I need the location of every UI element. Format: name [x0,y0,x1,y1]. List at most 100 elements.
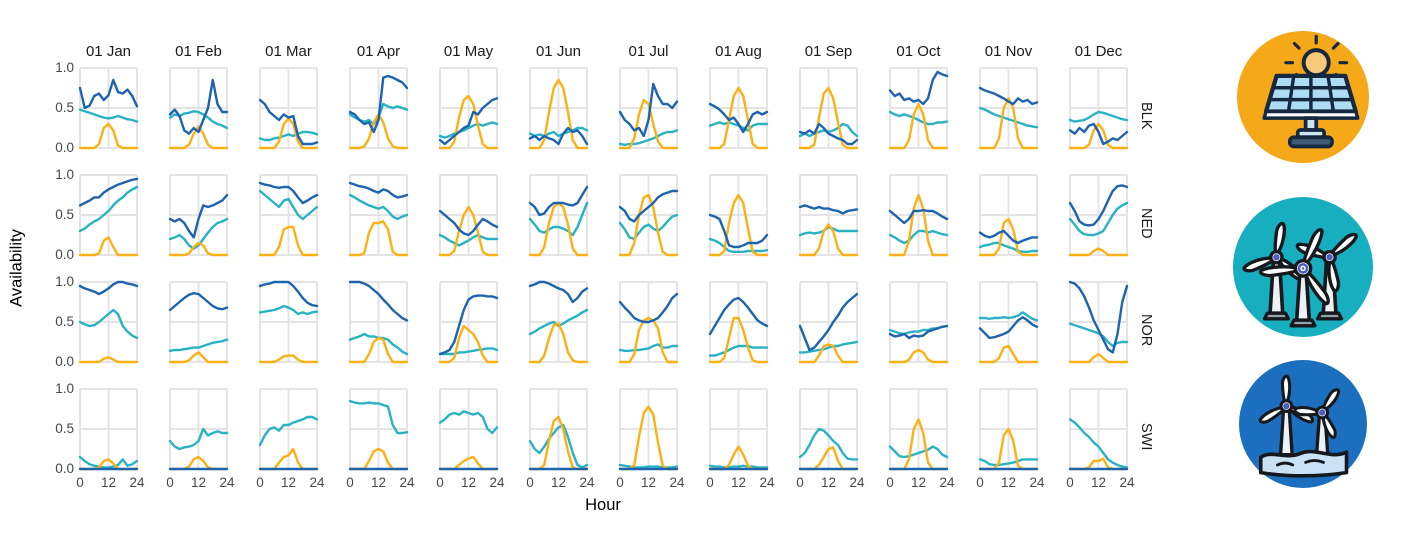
x-tick-label: 12 [370,475,387,490]
chart-panel-ned-7 [618,174,679,257]
facet-title-01-aug: 01 Aug [715,43,762,60]
chart-panel-ned-11 [978,174,1039,257]
chart-panel-blk-2 [168,67,229,150]
chart-panel-blk-4 [348,67,409,150]
chart-panel-nor-7 [618,281,679,364]
facet-row-label-blk: BLK [1138,102,1154,130]
x-tick-label: 0 [616,475,624,490]
chart-panel-blk-11 [978,67,1039,150]
x-tick-label: 24 [309,475,325,490]
facet-title-01-oct: 01 Oct [896,43,941,60]
chart-panel-nor-1 [78,280,139,364]
x-tick-label: 24 [1119,475,1135,490]
facet-row-label-nor: NOR [1138,313,1154,347]
x-tick-label: 24 [489,475,505,490]
onshore-wind-icon [1233,197,1373,337]
chart-panel-ned-10 [888,174,949,257]
x-tick-label: 12 [550,475,567,490]
x-axis-title: Hour [585,496,621,514]
chart-panel-nor-3 [258,280,319,364]
x-tick-label: 12 [190,475,207,490]
chart-panel-nor-2 [168,281,229,364]
y-tick-label: 0.0 [55,247,74,262]
x-tick-label: 12 [1090,475,1107,490]
x-tick-label: 0 [256,475,264,490]
chart-panel-ned-2 [168,174,229,257]
facet-title-01-may: 01 May [443,43,494,60]
chart-panel-swi-7 [618,388,679,471]
facet-title-01-mar: 01 Mar [265,43,312,60]
chart-panel-nor-5 [438,281,499,364]
chart-panel-swi-5 [438,388,499,471]
x-tick-label: 24 [399,475,415,490]
chart-panel-nor-8 [708,281,769,364]
chart-panel-nor-10 [888,281,949,364]
chart-panel-blk-9 [798,67,859,150]
chart-panel-swi-9 [798,388,859,471]
chart-panel-swi-1 [78,388,139,471]
y-tick-label: 1.0 [55,381,74,396]
x-tick-label: 24 [579,475,595,490]
x-tick-label: 24 [219,475,235,490]
y-axis-title: Availability [7,229,26,307]
chart-panel-nor-6 [528,280,589,364]
chart-panel-swi-4 [348,388,409,471]
x-tick-label: 24 [669,475,685,490]
x-tick-label: 24 [849,475,865,490]
x-tick-label: 12 [1000,475,1017,490]
facet-title-01-jan: 01 Jan [85,43,132,60]
x-tick-label: 12 [910,475,927,490]
chart-panel-ned-1 [78,174,139,257]
chart-panel-swi-10 [888,388,949,471]
y-tick-label: 1.0 [55,60,74,75]
x-tick-label: 24 [129,475,145,490]
chart-panel-swi-3 [258,388,319,471]
y-tick-label: 0.5 [55,314,74,329]
x-tick-label: 12 [100,475,117,490]
chart-panel-ned-4 [348,174,409,257]
chart-panel-blk-7 [618,67,679,150]
x-tick-label: 24 [1029,475,1045,490]
facet-title-01-feb: 01 Feb [175,43,222,60]
y-tick-label: 0.5 [55,421,74,436]
chart-panel-ned-6 [528,174,589,257]
chart-panel-swi-8 [708,388,769,471]
chart-panel-ned-8 [708,174,769,257]
x-tick-label: 0 [976,475,984,490]
y-tick-label: 0.0 [55,354,74,369]
facet-title-01-sep: 01 Sep [804,43,853,60]
chart-panel-blk-12 [1068,67,1129,150]
x-tick-label: 0 [436,475,444,490]
y-tick-label: 0.0 [55,140,74,155]
chart-panel-ned-9 [798,174,859,257]
x-tick-label: 0 [76,475,84,490]
chart-panel-blk-1 [78,67,139,150]
x-tick-label: 24 [939,475,955,490]
chart-panel-nor-11 [978,281,1039,364]
x-tick-label: 0 [346,475,354,490]
y-tick-label: 0.0 [55,461,74,476]
y-tick-label: 0.5 [55,100,74,115]
x-tick-label: 0 [526,475,534,490]
solar-icon [1237,31,1369,163]
x-tick-label: 12 [640,475,657,490]
chart-panel-nor-12 [1068,280,1129,364]
facet-title-01-nov: 01 Nov [984,43,1033,60]
chart-panel-blk-8 [708,67,769,150]
chart-panel-ned-5 [438,174,499,257]
chart-panel-swi-6 [528,388,589,471]
x-tick-label: 12 [730,475,747,490]
x-tick-label: 12 [460,475,477,490]
chart-panel-blk-6 [528,67,589,150]
chart-panel-blk-3 [258,67,319,150]
chart-panel-swi-2 [168,388,229,471]
facet-title-01-jun: 01 Jun [535,43,582,60]
chart-panel-nor-9 [798,281,859,364]
facet-row-label-ned: NED [1138,207,1154,239]
x-tick-label: 0 [706,475,714,490]
chart-panel-ned-3 [258,174,319,257]
chart-panel-swi-11 [978,388,1039,471]
x-tick-label: 24 [759,475,775,490]
x-tick-label: 0 [166,475,174,490]
